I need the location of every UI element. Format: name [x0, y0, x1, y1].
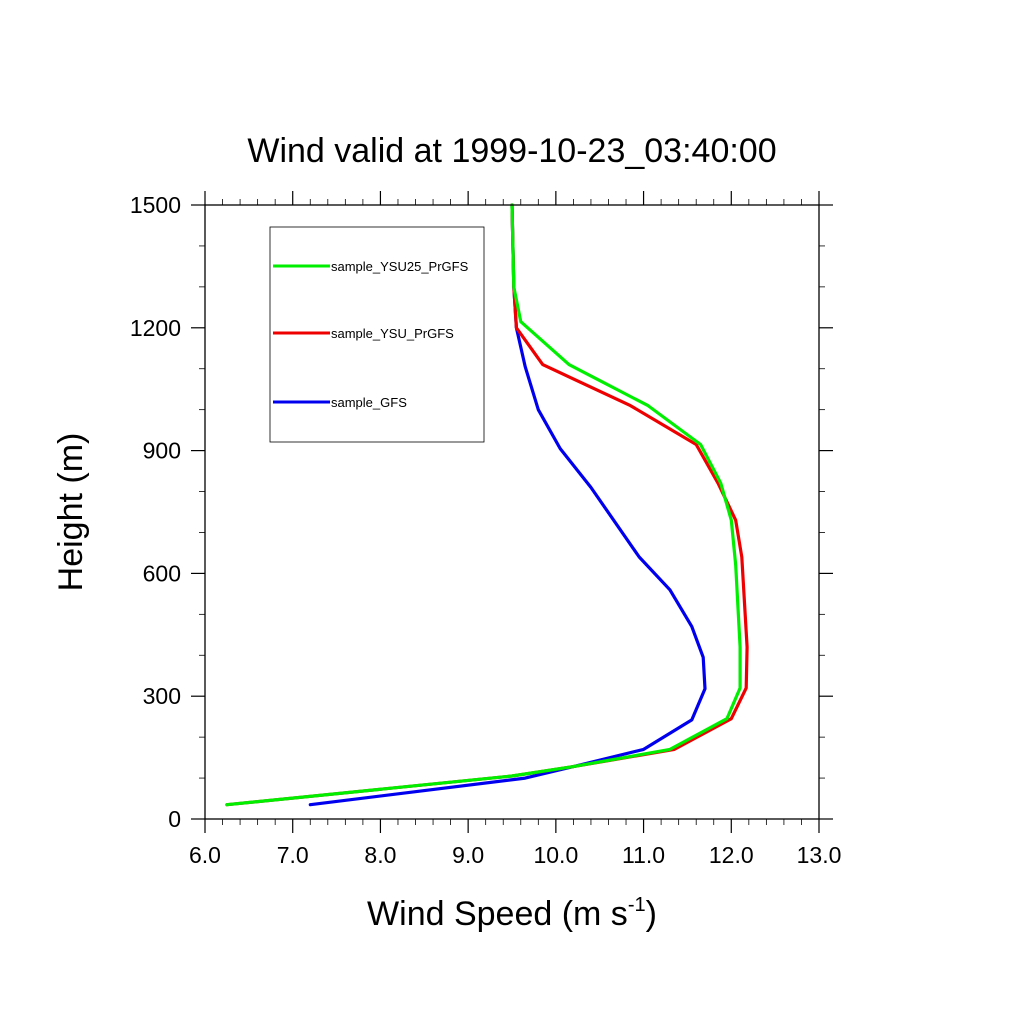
x-tick-label: 13.0	[797, 842, 842, 868]
x-axis-label: Wind Speed (m s-1)	[367, 894, 657, 933]
y-tick-label: 1200	[130, 315, 181, 341]
x-tick-label: 7.0	[277, 842, 309, 868]
series-line-sample-ysu25-prgfs	[225, 203, 742, 807]
x-tick-label: 6.0	[189, 842, 221, 868]
chart-title: Wind valid at 1999-10-23_03:40:00	[247, 132, 776, 170]
plot-frame	[204, 204, 820, 820]
series-lines	[225, 203, 749, 807]
x-tick-label: 10.0	[533, 842, 578, 868]
legend: sample_YSU25_PrGFS sample_YSU_PrGFSsample…	[269, 226, 485, 443]
y-tick-label: 0	[168, 806, 181, 832]
axis-ticks: 6.0 7.0 8.0 9.0 10.0 11.0 12.0 13.0 0 300 600 900 12…	[130, 191, 842, 868]
y-tick-label: 600	[143, 560, 181, 586]
x-tick-label: 12.0	[709, 842, 754, 868]
y-tick-label: 1500	[130, 192, 181, 218]
legend-label: sample_YSU_PrGFS	[331, 326, 454, 341]
legend-label: sample_YSU25_PrGFS	[331, 259, 469, 274]
legend-label: sample_GFS	[331, 395, 407, 410]
y-axis-label: Height (m)	[52, 433, 90, 592]
x-tick-label: 8.0	[364, 842, 396, 868]
x-tick-label: 9.0	[452, 842, 484, 868]
y-tick-label: 300	[143, 683, 181, 709]
series-line-sample-gfs	[308, 203, 707, 807]
x-tick-label: 11.0	[622, 842, 665, 868]
y-tick-label: 900	[143, 438, 181, 464]
